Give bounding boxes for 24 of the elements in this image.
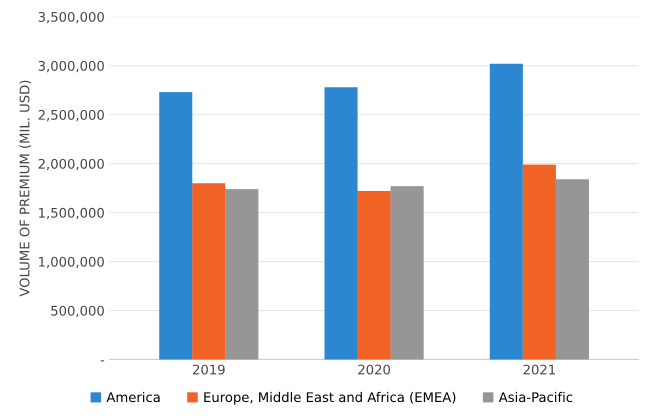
y-tick-label: -: [100, 360, 104, 362]
legend-label: America: [106, 392, 160, 402]
x-tick-label: 2020: [358, 364, 390, 375]
bar: [225, 189, 258, 360]
y-tick-label: 1,500,000: [39, 208, 104, 220]
x-tick-label: 2019: [192, 364, 225, 375]
y-tick-label: 3,000,000: [38, 60, 104, 72]
bar: [522, 164, 556, 360]
bar: [358, 191, 391, 360]
y-tick-label: 2,500,000: [38, 110, 104, 122]
legend-label: Europe, Middle East and Africa (EMEA): [204, 392, 456, 405]
bar: [556, 179, 589, 360]
y-tick-label: 3,500,000: [38, 12, 104, 24]
bar: [159, 92, 192, 360]
bar: [324, 87, 358, 360]
bar: [490, 64, 523, 360]
bar: [192, 183, 226, 360]
legend-label: Asia-Pacific: [498, 392, 572, 402]
x-tick-label: 2021: [524, 364, 555, 375]
y-tick-label: 2,000,000: [38, 158, 104, 170]
y-axis-title: VOLUME OF PREMIUM (MIL. USD): [19, 80, 32, 297]
y-tick-label: 1,000,000: [39, 256, 104, 268]
bar: [390, 186, 424, 360]
y-tick-label: 500,000: [51, 306, 104, 318]
